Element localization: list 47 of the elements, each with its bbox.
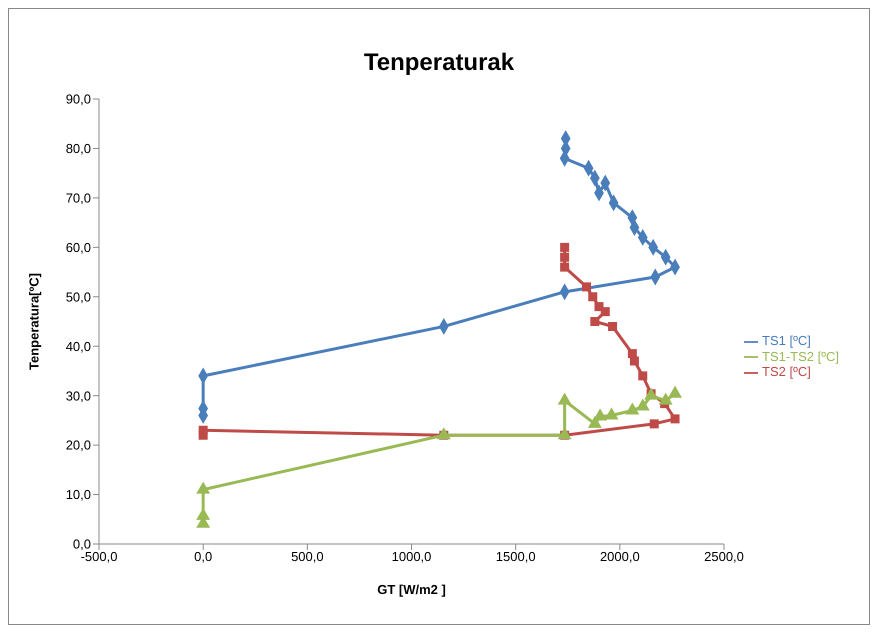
- y-tick-label: 70,0: [66, 190, 91, 206]
- y-tick-label: 90,0: [66, 92, 91, 107]
- y-tick-label: 0,0: [72, 536, 91, 552]
- point: [437, 428, 450, 440]
- point: [196, 482, 210, 494]
- y-tick-label: 30,0: [66, 388, 91, 404]
- point: [590, 317, 600, 326]
- y-tick-label: 10,0: [66, 487, 91, 502]
- point: [636, 399, 650, 411]
- legend-label: TS2 [ºC]: [762, 364, 811, 380]
- point: [560, 252, 570, 262]
- legend-label: TS1-TS2 [ºC]: [762, 348, 839, 364]
- x-tick-label: 0,0: [194, 549, 212, 564]
- point: [560, 242, 570, 252]
- point: [628, 349, 637, 358]
- point: [558, 393, 572, 405]
- y-tick-label: 60,0: [66, 240, 91, 255]
- point: [196, 508, 210, 520]
- point: [659, 393, 672, 405]
- y-tick-label: 80,0: [66, 141, 91, 156]
- legend-label: TS1 [ºC]: [762, 333, 811, 348]
- point: [588, 292, 598, 302]
- point: [608, 322, 618, 331]
- x-tick-label: 2000,0: [600, 549, 640, 564]
- point: [558, 428, 572, 440]
- y-axis-title: Tenperatura[ºC]: [26, 273, 42, 370]
- point: [604, 408, 618, 420]
- point: [198, 426, 208, 435]
- point: [638, 371, 648, 380]
- x-tick-label: 1500,0: [496, 549, 536, 564]
- x-tick-label: 1000,0: [392, 549, 432, 564]
- point: [626, 402, 639, 415]
- y-tick-label: 50,0: [66, 289, 91, 304]
- y-tick-label: 40,0: [66, 338, 91, 354]
- point: [668, 386, 682, 398]
- point: [560, 262, 570, 272]
- x-axis-title: GT [W/m2 ]: [377, 582, 446, 597]
- x-tick-label: 500,0: [291, 549, 324, 564]
- x-tick-label: 2500,0: [704, 549, 744, 564]
- chart-title: Tenperaturak: [362, 49, 516, 78]
- point: [593, 408, 607, 420]
- y-tick-label: 20,0: [66, 438, 91, 453]
- point: [650, 419, 659, 428]
- point: [670, 414, 680, 424]
- point: [594, 302, 604, 312]
- x-tick-label: -500,0: [80, 549, 118, 564]
- point: [582, 282, 592, 292]
